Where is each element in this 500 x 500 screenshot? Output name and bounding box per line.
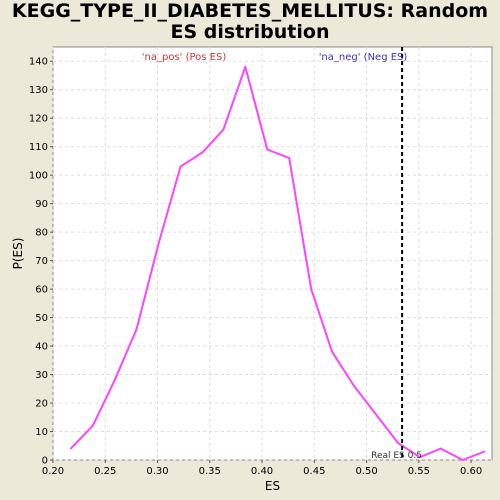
y-tick-label: 20 <box>35 399 48 410</box>
x-tick-label: 0.55 <box>408 466 430 477</box>
data-point <box>135 328 138 330</box>
data-point <box>353 385 355 387</box>
series-layer <box>69 65 486 461</box>
y-tick-label: 90 <box>35 199 48 210</box>
y-tick-label: 30 <box>35 370 48 381</box>
data-point <box>310 288 312 290</box>
data-point <box>483 450 486 453</box>
y-tick-label: 40 <box>35 342 48 353</box>
plot-area <box>52 46 493 461</box>
y-axis-label: P(ES) <box>11 238 25 270</box>
data-point <box>179 165 182 168</box>
y-tick-label: 130 <box>29 85 48 96</box>
x-tick-label: 0.35 <box>199 466 221 477</box>
y-tick-label: 140 <box>29 57 48 68</box>
y-tick-label: 70 <box>35 256 48 267</box>
annotation-layer: Real ES 0.5 'na_pos' (Pos ES) 'na_neg' (Ne… <box>142 47 422 461</box>
data-point <box>266 148 269 151</box>
axes: 0 10 20 30 40 50 60 70 80 90 100 110 120 130 140 0.20 0.… <box>29 57 482 477</box>
data-point <box>419 456 421 458</box>
data-point <box>113 379 116 382</box>
data-point <box>439 447 442 450</box>
na-pos-label: 'na_pos' (Pos ES) <box>142 52 227 63</box>
x-tick-label: 0.40 <box>251 466 273 477</box>
y-tick-label: 100 <box>29 171 48 182</box>
x-tick-label: 0.25 <box>94 466 116 477</box>
y-tick-label: 10 <box>35 427 48 438</box>
y-tick-label: 80 <box>35 228 48 239</box>
data-point <box>157 242 160 245</box>
real-es-label: Real ES 0.5 <box>371 451 422 461</box>
data-point <box>461 459 464 461</box>
data-point <box>397 442 399 444</box>
data-point <box>222 128 225 131</box>
y-tick-label: 120 <box>29 114 48 125</box>
x-axis-label: ES <box>265 479 280 493</box>
chart-title: KEGG_TYPE_II_DIABETES_MELLITUS: Random E… <box>11 0 489 43</box>
data-point <box>288 157 291 159</box>
data-point <box>201 151 204 154</box>
data-point <box>91 425 94 427</box>
y-tick-label: 0 <box>42 456 48 467</box>
data-point <box>375 413 377 416</box>
data-point <box>69 447 72 450</box>
y-tick-label: 50 <box>35 313 48 324</box>
data-point <box>331 350 333 353</box>
x-tick-label: 0.60 <box>460 466 482 477</box>
es-distribution-line <box>70 65 486 461</box>
x-tick-label: 0.30 <box>146 466 168 477</box>
y-tick-label: 110 <box>29 142 48 153</box>
data-point <box>244 66 247 68</box>
na-neg-label: 'na_neg' (Neg ES) <box>319 52 408 63</box>
y-tick-label: 60 <box>35 285 48 296</box>
x-tick-label: 0.20 <box>42 466 64 477</box>
x-tick-label: 0.50 <box>355 466 377 477</box>
grid-lines <box>52 47 492 461</box>
x-tick-label: 0.45 <box>303 466 325 477</box>
